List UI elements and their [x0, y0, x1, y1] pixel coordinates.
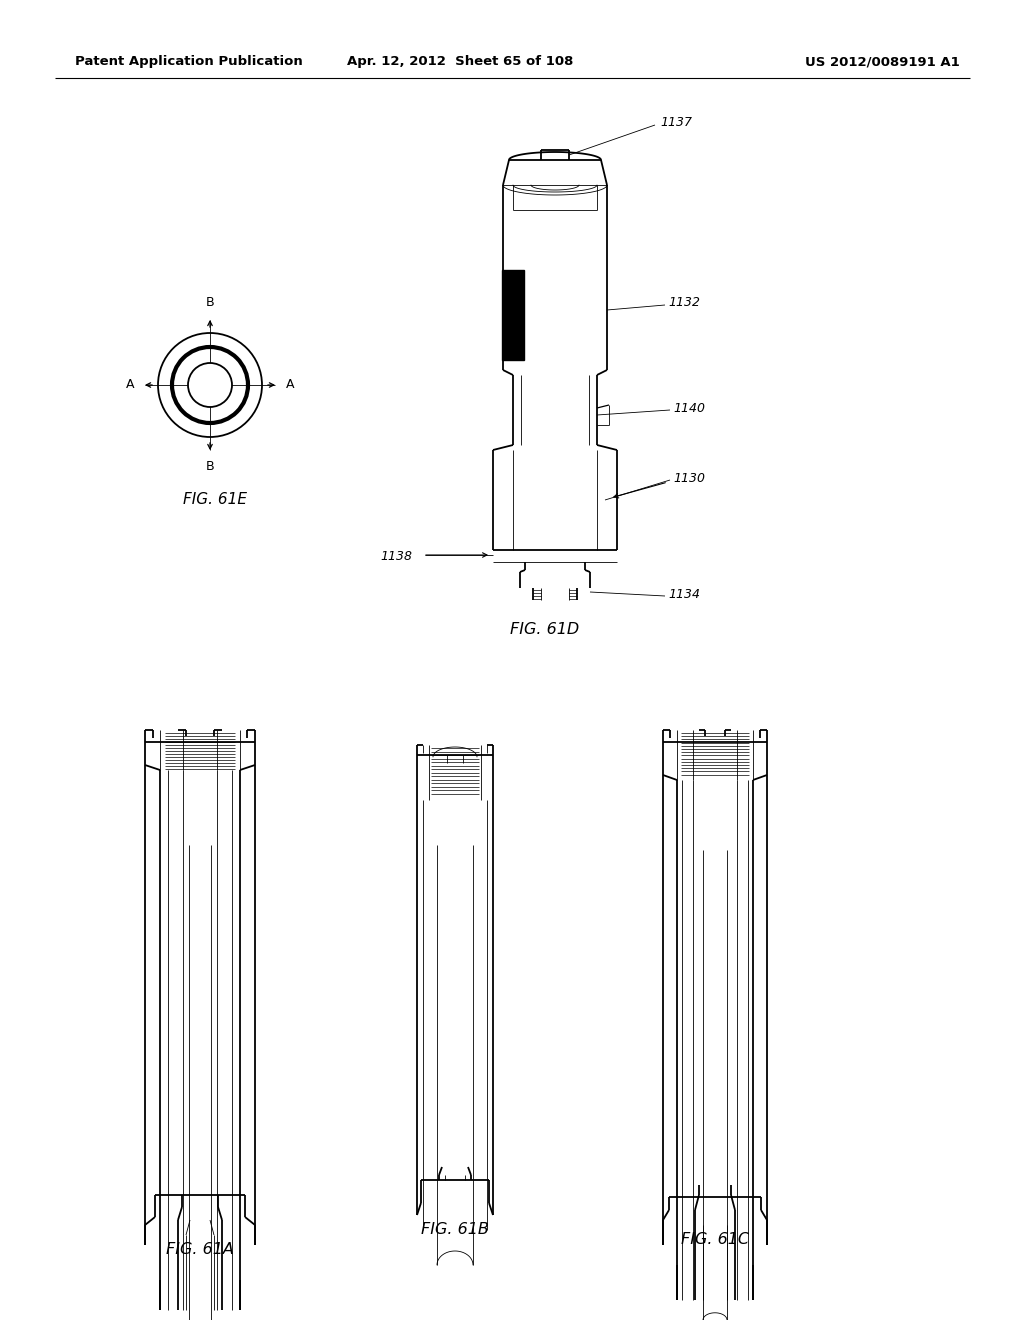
Text: FIG. 61E: FIG. 61E — [183, 492, 247, 507]
Text: 1130: 1130 — [673, 471, 705, 484]
Text: B: B — [206, 297, 214, 309]
Bar — [502, 271, 524, 360]
Text: FIG. 61D: FIG. 61D — [510, 623, 580, 638]
Text: 1137: 1137 — [660, 116, 692, 128]
Text: Apr. 12, 2012  Sheet 65 of 108: Apr. 12, 2012 Sheet 65 of 108 — [347, 55, 573, 69]
Circle shape — [188, 363, 232, 407]
Text: 1138: 1138 — [380, 549, 412, 562]
Text: A: A — [126, 379, 134, 392]
Text: FIG. 61C: FIG. 61C — [681, 1233, 749, 1247]
Text: US 2012/0089191 A1: US 2012/0089191 A1 — [805, 55, 961, 69]
Text: B: B — [206, 461, 214, 474]
Text: Patent Application Publication: Patent Application Publication — [75, 55, 303, 69]
Text: FIG. 61B: FIG. 61B — [421, 1222, 488, 1238]
Text: 1132: 1132 — [668, 297, 700, 309]
Text: A: A — [286, 379, 294, 392]
Text: FIG. 61A: FIG. 61A — [166, 1242, 233, 1258]
Text: 1140: 1140 — [673, 401, 705, 414]
Text: 1134: 1134 — [668, 587, 700, 601]
